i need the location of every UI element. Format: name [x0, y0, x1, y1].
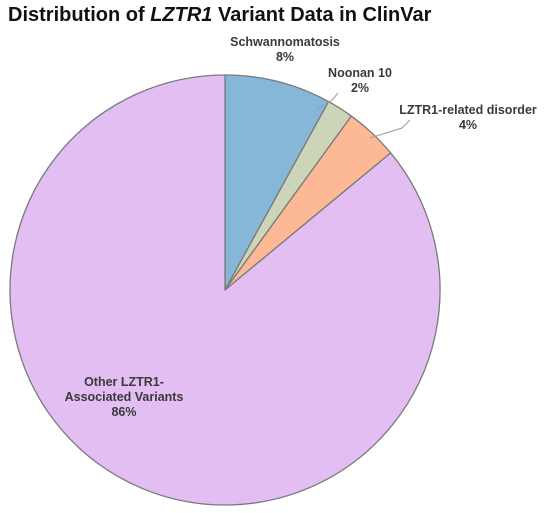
pie-slices: [9, 74, 441, 506]
leader-line-lztr1-related-disorder: [369, 119, 411, 139]
pie-slice-schwannomatosis: [224, 74, 330, 291]
chart-title: Distribution of LZTR1 Variant Data in Cl…: [8, 4, 431, 27]
slice-labels: Schwannomatosis 8%Noonan 10 2%LZTR1-relate…: [65, 35, 537, 419]
slice-label-schwannomatosis: Schwannomatosis 8%: [230, 35, 340, 64]
leader-lines: [317, 92, 411, 139]
slice-label-noonan-10: Noonan 10 2%: [328, 66, 392, 95]
chart-title-suffix: Variant Data in ClinVar: [212, 4, 432, 26]
pie-slice-other-lztr1-variants: [9, 74, 441, 506]
slice-percent-text: 4%: [459, 118, 477, 132]
slice-percent-text: 2%: [351, 81, 369, 95]
slice-label-text: LZTR1-related disorder: [399, 103, 537, 117]
leader-line-noonan-10: [317, 92, 339, 109]
slice-label-text: Other LZTR1-: [84, 375, 164, 389]
slice-label-lztr1-related-disorder: LZTR1-related disorder 4%: [399, 103, 537, 132]
slice-percent-text: 8%: [276, 50, 294, 64]
chart-title-gene: LZTR1: [150, 4, 213, 26]
slice-label-text: Associated Variants: [65, 390, 184, 404]
slice-percent-text: 86%: [111, 405, 136, 419]
slice-label-text: Noonan 10: [328, 66, 392, 80]
slice-label-other-lztr1-variants: Other LZTR1-Associated Variants 86%: [65, 375, 184, 419]
slice-label-text: Schwannomatosis: [230, 35, 340, 49]
chart-title-prefix: Distribution of: [8, 4, 151, 26]
